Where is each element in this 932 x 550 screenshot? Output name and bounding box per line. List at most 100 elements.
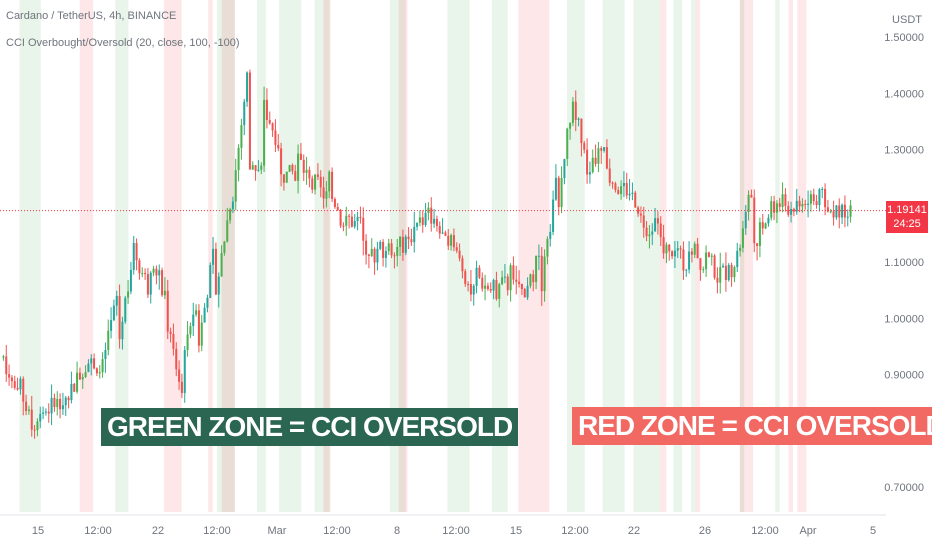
candle-body-110 [314, 174, 317, 190]
candle-body-205 [583, 143, 586, 150]
candle-body-118 [336, 206, 339, 210]
candle-body-85 [243, 101, 246, 126]
candle-body-130 [370, 248, 373, 256]
candle-body-178 [506, 276, 509, 291]
candle-body-82 [234, 170, 237, 202]
bar-countdown: 24:25 [893, 218, 921, 230]
candle-body-252 [716, 277, 719, 283]
candle-body-109 [311, 178, 314, 190]
candle-body-127 [362, 217, 365, 241]
candle-body-20 [59, 398, 62, 410]
candle-body-96 [274, 130, 277, 145]
candle-body-264 [750, 194, 753, 198]
candle-body-232 [659, 223, 662, 238]
candle-body-177 [503, 276, 506, 278]
candle-body-191 [543, 256, 546, 292]
candle-body-220 [625, 183, 628, 196]
candle-body-176 [501, 277, 504, 285]
candle-body-197 [560, 178, 563, 208]
candle-body-123 [350, 216, 353, 227]
candle-body-237 [673, 250, 676, 257]
candle-body-164 [467, 283, 470, 285]
red-zone-4 [323, 0, 331, 512]
candle-body-43 [124, 297, 127, 322]
candle-body-29 [84, 372, 87, 378]
candle-body-140 [399, 236, 402, 247]
candle-body-132 [376, 248, 379, 263]
candle-body-272 [773, 201, 776, 213]
candle-body-38 [110, 320, 113, 331]
green-zone-8 [491, 0, 508, 512]
green-zone-0 [19, 0, 41, 512]
candle-body-144 [410, 239, 413, 243]
candle-body-68 [195, 310, 198, 315]
candle-body-62 [178, 369, 181, 382]
y-tick-2: 1.30000 [884, 145, 924, 157]
candle-body-57 [163, 290, 166, 296]
y-tick-7: 0.70000 [884, 482, 924, 494]
candle-body-36 [104, 350, 107, 360]
candle-body-262 [744, 212, 747, 229]
x-tick-12: 12:00 [751, 525, 779, 537]
candle-body-235 [668, 244, 671, 252]
candle-body-90 [257, 169, 260, 171]
candle-body-246 [699, 258, 702, 270]
candle-body-298 [846, 216, 849, 218]
candle-body-69 [197, 310, 200, 346]
candle-body-170 [484, 285, 487, 289]
candle-body-202 [574, 101, 577, 120]
candle-body-163 [464, 271, 467, 284]
candle-body-86 [246, 72, 249, 102]
candle-body-148 [421, 217, 424, 225]
candle-body-6 [19, 378, 22, 390]
candle-body-253 [719, 267, 722, 283]
candle-body-172 [489, 289, 492, 291]
candle-body-241 [685, 269, 688, 271]
candle-body-103 [294, 171, 297, 181]
candle-body-214 [608, 168, 611, 183]
last-price-value: 1.19141 [887, 204, 927, 216]
candle-body-142 [404, 236, 407, 253]
candle-body-3 [10, 377, 13, 382]
candle-body-5 [16, 387, 19, 390]
candle-body-234 [665, 244, 668, 254]
candle-body-282 [801, 203, 804, 207]
candle-body-279 [792, 208, 795, 212]
candle-body-26 [76, 372, 79, 392]
candle-body-280 [795, 200, 798, 212]
candle-body-138 [393, 255, 396, 257]
candle-body-104 [297, 153, 300, 181]
candle-body-228 [648, 234, 651, 237]
red-zone-1 [163, 0, 182, 512]
candle-body-199 [566, 128, 569, 159]
candle-body-159 [452, 235, 455, 248]
candle-body-8 [25, 401, 28, 411]
candle-body-84 [240, 125, 243, 148]
candle-body-74 [212, 248, 215, 265]
candle-body-121 [345, 215, 348, 226]
candle-body-160 [455, 247, 458, 251]
candle-body-221 [628, 193, 631, 196]
candle-body-95 [271, 123, 274, 131]
candle-body-226 [642, 215, 645, 228]
candle-body-27 [78, 372, 81, 380]
candle-body-23 [67, 397, 70, 401]
candle-body-97 [277, 144, 280, 149]
x-tick-3: 12:00 [203, 525, 231, 537]
candle-body-2 [8, 374, 11, 378]
candle-body-230 [654, 218, 657, 232]
candle-body-275 [781, 194, 784, 207]
x-tick-8: 15 [510, 525, 522, 537]
candle-body-106 [302, 159, 305, 173]
candle-body-182 [518, 281, 521, 284]
candle-body-180 [512, 265, 515, 280]
green-zone-7 [447, 0, 470, 512]
candle-body-247 [702, 269, 705, 271]
candle-body-194 [552, 199, 555, 232]
green-zone-13 [691, 0, 696, 512]
candle-body-114 [325, 191, 328, 199]
candle-body-40 [115, 295, 118, 306]
candle-body-196 [557, 177, 560, 208]
candle-body-190 [540, 255, 543, 292]
